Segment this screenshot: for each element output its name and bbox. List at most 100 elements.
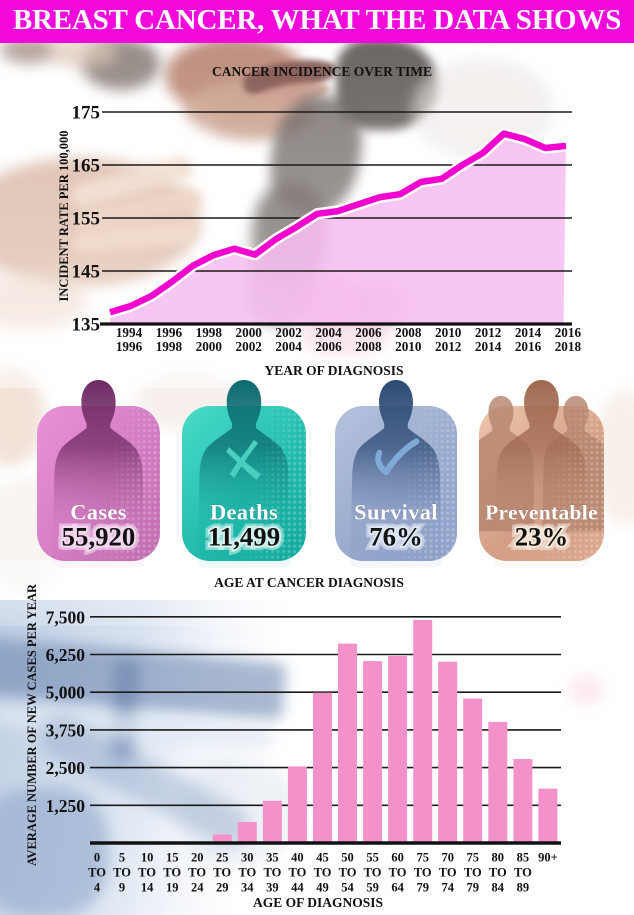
svg-text:23%: 23% <box>515 522 569 552</box>
svg-text:2002: 2002 <box>236 339 263 354</box>
svg-text:2014: 2014 <box>475 339 502 354</box>
svg-text:1,250: 1,250 <box>46 796 86 816</box>
svg-text:TO: TO <box>314 866 332 880</box>
svg-text:44: 44 <box>291 881 304 895</box>
svg-text:TO: TO <box>238 866 256 880</box>
svg-text:2008: 2008 <box>395 325 422 340</box>
svg-text:85: 85 <box>517 851 530 865</box>
svg-text:2010: 2010 <box>435 325 462 340</box>
svg-text:60: 60 <box>391 851 404 865</box>
svg-text:TO: TO <box>514 866 532 880</box>
svg-text:2,500: 2,500 <box>46 758 86 778</box>
svg-text:Preventable: Preventable <box>485 501 598 525</box>
svg-text:TO: TO <box>464 866 482 880</box>
svg-text:54: 54 <box>341 881 354 895</box>
svg-text:7,500: 7,500 <box>46 607 86 627</box>
svg-text:2000: 2000 <box>196 339 223 354</box>
svg-text:30: 30 <box>241 851 254 865</box>
svg-text:TO: TO <box>414 866 432 880</box>
svg-text:175: 175 <box>72 103 101 124</box>
svg-text:165: 165 <box>72 156 101 177</box>
svg-text:74: 74 <box>441 881 454 895</box>
svg-text:75: 75 <box>467 851 480 865</box>
svg-text:23%: 23% <box>515 522 569 552</box>
svg-text:TO: TO <box>263 866 281 880</box>
svg-text:76%: 76% <box>369 522 423 552</box>
svg-text:AVERAGE NUMBER OF NEW CASES PE: AVERAGE NUMBER OF NEW CASES PER YEAR <box>25 583 39 866</box>
svg-text:40: 40 <box>291 851 304 865</box>
svg-text:0: 0 <box>94 851 100 865</box>
svg-text:49: 49 <box>316 881 329 895</box>
svg-text:TO: TO <box>138 866 156 880</box>
svg-text:14: 14 <box>141 881 154 895</box>
svg-text:2006: 2006 <box>315 339 342 354</box>
svg-text:9: 9 <box>119 881 125 895</box>
svg-text:6,250: 6,250 <box>46 645 86 665</box>
svg-text:5: 5 <box>119 851 125 865</box>
svg-text:2012: 2012 <box>475 325 502 340</box>
svg-text:29: 29 <box>216 881 229 895</box>
svg-text:55,920: 55,920 <box>62 522 136 552</box>
svg-text:55,920: 55,920 <box>62 522 136 552</box>
svg-text:155: 155 <box>72 209 101 230</box>
svg-text:10: 10 <box>141 851 154 865</box>
svg-text:79: 79 <box>467 881 480 895</box>
svg-text:Survival: Survival <box>354 500 438 525</box>
svg-text:AGE AT CANCER DIAGNOSIS: AGE AT CANCER DIAGNOSIS <box>214 575 404 590</box>
svg-text:90+: 90+ <box>538 851 558 865</box>
svg-text:TO: TO <box>288 866 306 880</box>
svg-text:2014: 2014 <box>515 325 542 340</box>
svg-text:CANCER INCIDENCE OVER TIME: CANCER INCIDENCE OVER TIME <box>212 64 432 79</box>
svg-text:2012: 2012 <box>435 339 462 354</box>
svg-text:YEAR OF DIAGNOSIS: YEAR OF DIAGNOSIS <box>264 363 403 378</box>
svg-text:1998: 1998 <box>196 325 223 340</box>
svg-text:2002: 2002 <box>275 325 302 340</box>
svg-text:55: 55 <box>366 851 379 865</box>
svg-text:4: 4 <box>94 881 101 895</box>
svg-text:Deaths: Deaths <box>210 500 278 525</box>
svg-text:35: 35 <box>266 851 279 865</box>
svg-text:TO: TO <box>489 866 507 880</box>
svg-text:80: 80 <box>492 851 505 865</box>
svg-text:TO: TO <box>213 866 231 880</box>
svg-text:24: 24 <box>191 881 204 895</box>
svg-text:TO: TO <box>364 866 382 880</box>
svg-text:145: 145 <box>72 262 101 283</box>
svg-text:2018: 2018 <box>555 339 582 354</box>
svg-text:19: 19 <box>166 881 179 895</box>
svg-text:2016: 2016 <box>515 339 542 354</box>
svg-text:1998: 1998 <box>156 339 183 354</box>
svg-text:1994: 1994 <box>116 325 143 340</box>
svg-text:75: 75 <box>416 851 429 865</box>
svg-text:59: 59 <box>366 881 379 895</box>
svg-text:3,750: 3,750 <box>46 720 86 740</box>
svg-text:INCIDENT RATE PER 100,000: INCIDENT RATE PER 100,000 <box>57 130 71 301</box>
svg-text:Cases: Cases <box>70 500 127 525</box>
svg-text:2008: 2008 <box>355 339 382 354</box>
svg-text:34: 34 <box>241 881 254 895</box>
svg-text:AGE OF DIAGNOSIS: AGE OF DIAGNOSIS <box>253 895 383 910</box>
svg-text:45: 45 <box>316 851 329 865</box>
svg-text:2016: 2016 <box>555 325 582 340</box>
svg-text:TO: TO <box>389 866 407 880</box>
svg-text:84: 84 <box>492 881 505 895</box>
svg-text:2006: 2006 <box>355 325 382 340</box>
svg-text:15: 15 <box>166 851 179 865</box>
svg-text:TO: TO <box>439 866 457 880</box>
svg-text:11,499: 11,499 <box>208 522 280 552</box>
svg-text:TO: TO <box>113 866 131 880</box>
svg-text:1996: 1996 <box>156 325 183 340</box>
svg-text:39: 39 <box>266 881 279 895</box>
svg-text:2004: 2004 <box>315 325 342 340</box>
svg-text:TO: TO <box>188 866 206 880</box>
svg-text:76%: 76% <box>369 522 423 552</box>
svg-text:50: 50 <box>341 851 354 865</box>
svg-text:TO: TO <box>339 866 357 880</box>
svg-text:TO: TO <box>163 866 181 880</box>
svg-text:70: 70 <box>441 851 454 865</box>
svg-text:20: 20 <box>191 851 204 865</box>
svg-text:89: 89 <box>517 881 530 895</box>
svg-text:25: 25 <box>216 851 229 865</box>
svg-text:TO: TO <box>88 866 106 880</box>
svg-text:5,000: 5,000 <box>46 683 86 703</box>
